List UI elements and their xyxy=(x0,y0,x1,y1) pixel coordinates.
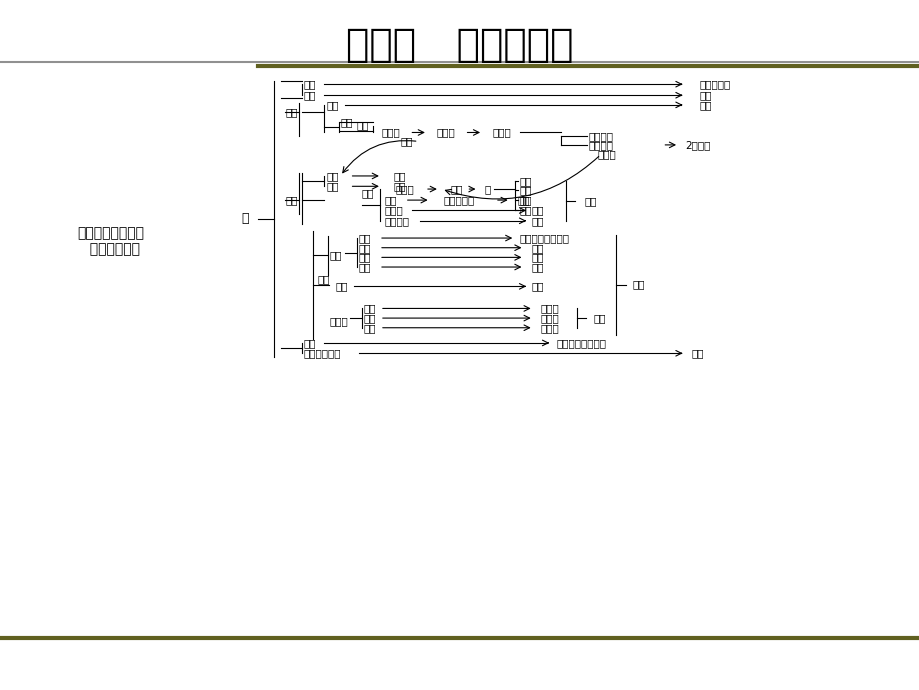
Text: 花粉粒: 花粉粒 xyxy=(437,128,455,137)
Text: 第六章   果实的类型: 第六章 果实的类型 xyxy=(346,26,573,64)
Text: 消失: 消失 xyxy=(531,206,544,215)
Text: 果实: 果实 xyxy=(632,279,645,290)
Text: 柱头: 柱头 xyxy=(326,171,339,181)
Text: 初生胚乳核: 初生胚乳核 xyxy=(443,195,474,205)
Text: 由花至果和种子的
  发育过程表解: 由花至果和种子的 发育过程表解 xyxy=(77,226,143,257)
Text: 种子: 种子 xyxy=(584,196,596,206)
Text: 花柱: 花柱 xyxy=(326,181,339,191)
Text: 双受精: 双受精 xyxy=(597,150,616,159)
Text: 胚轴: 胚轴 xyxy=(519,186,532,195)
Text: 中层: 中层 xyxy=(363,313,376,323)
Text: 凋落: 凋落 xyxy=(698,90,711,100)
Text: 胚囊: 胚囊 xyxy=(361,188,374,198)
Text: 花冠: 花冠 xyxy=(303,90,316,100)
Text: 消失或转为外胚乳: 消失或转为外胚乳 xyxy=(519,233,569,243)
Text: 凋萎: 凋萎 xyxy=(393,181,406,191)
Text: 极核: 极核 xyxy=(384,195,397,205)
Text: 珠被: 珠被 xyxy=(358,243,371,253)
Text: 卵细胞: 卵细胞 xyxy=(395,184,414,194)
Text: 种柄: 种柄 xyxy=(531,262,544,272)
Text: 营养细胞: 营养细胞 xyxy=(588,131,613,141)
Text: 凋落或宿存: 凋落或宿存 xyxy=(698,79,730,89)
Text: 助细胞: 助细胞 xyxy=(384,206,403,215)
Text: 子叶: 子叶 xyxy=(519,205,532,215)
Text: 2个精子: 2个精子 xyxy=(685,140,710,150)
Text: 胚芽: 胚芽 xyxy=(519,176,532,186)
Text: 子房: 子房 xyxy=(317,275,330,284)
Text: 花药: 花药 xyxy=(357,121,369,130)
Text: 胎座: 胎座 xyxy=(531,282,544,291)
Text: 珠心: 珠心 xyxy=(358,233,371,243)
Text: 花粉管: 花粉管 xyxy=(492,128,510,137)
Text: 外果皮: 外果皮 xyxy=(540,304,559,313)
Text: 胚: 胚 xyxy=(484,184,491,194)
Text: 药隔: 药隔 xyxy=(340,117,353,127)
Text: 花托: 花托 xyxy=(303,338,316,348)
Text: 雌蕊: 雌蕊 xyxy=(285,195,298,205)
Text: 中果皮: 中果皮 xyxy=(540,313,559,323)
Text: 胎座: 胎座 xyxy=(335,282,348,291)
Text: 雄蕊: 雄蕊 xyxy=(285,107,298,117)
Text: 花粉囊: 花粉囊 xyxy=(381,128,400,137)
Text: 传粉: 传粉 xyxy=(400,137,413,146)
Text: 消失: 消失 xyxy=(531,216,544,226)
Text: 反足细胞: 反足细胞 xyxy=(384,216,409,226)
Text: 果实的一部分或否: 果实的一部分或否 xyxy=(556,338,606,348)
Text: 珠孔: 珠孔 xyxy=(358,253,371,262)
Text: 内层: 内层 xyxy=(363,323,376,333)
Text: 果柄: 果柄 xyxy=(691,348,704,358)
Text: 内果皮: 内果皮 xyxy=(540,323,559,333)
Text: 花柄（花梗）: 花柄（花梗） xyxy=(303,348,341,358)
Text: 凋落: 凋落 xyxy=(698,100,711,110)
Text: 生殖细胞: 生殖细胞 xyxy=(588,140,613,150)
Text: 合子: 合子 xyxy=(450,184,463,194)
Text: 子房壁: 子房壁 xyxy=(329,317,347,326)
Text: 花萼: 花萼 xyxy=(303,79,316,89)
Text: 胚珠: 胚珠 xyxy=(329,250,342,260)
Text: 果皮: 果皮 xyxy=(593,313,606,323)
Text: 胚根: 胚根 xyxy=(519,195,532,205)
Text: 种皮: 种皮 xyxy=(531,243,544,253)
Text: 外层: 外层 xyxy=(363,304,376,313)
Text: 花丝: 花丝 xyxy=(326,100,339,110)
Text: 珠柄: 珠柄 xyxy=(358,262,371,272)
Text: 凋萎: 凋萎 xyxy=(393,171,406,181)
Text: 花: 花 xyxy=(241,213,248,225)
Text: 种孔: 种孔 xyxy=(531,253,544,262)
Text: 胚乳: 胚乳 xyxy=(516,195,529,205)
